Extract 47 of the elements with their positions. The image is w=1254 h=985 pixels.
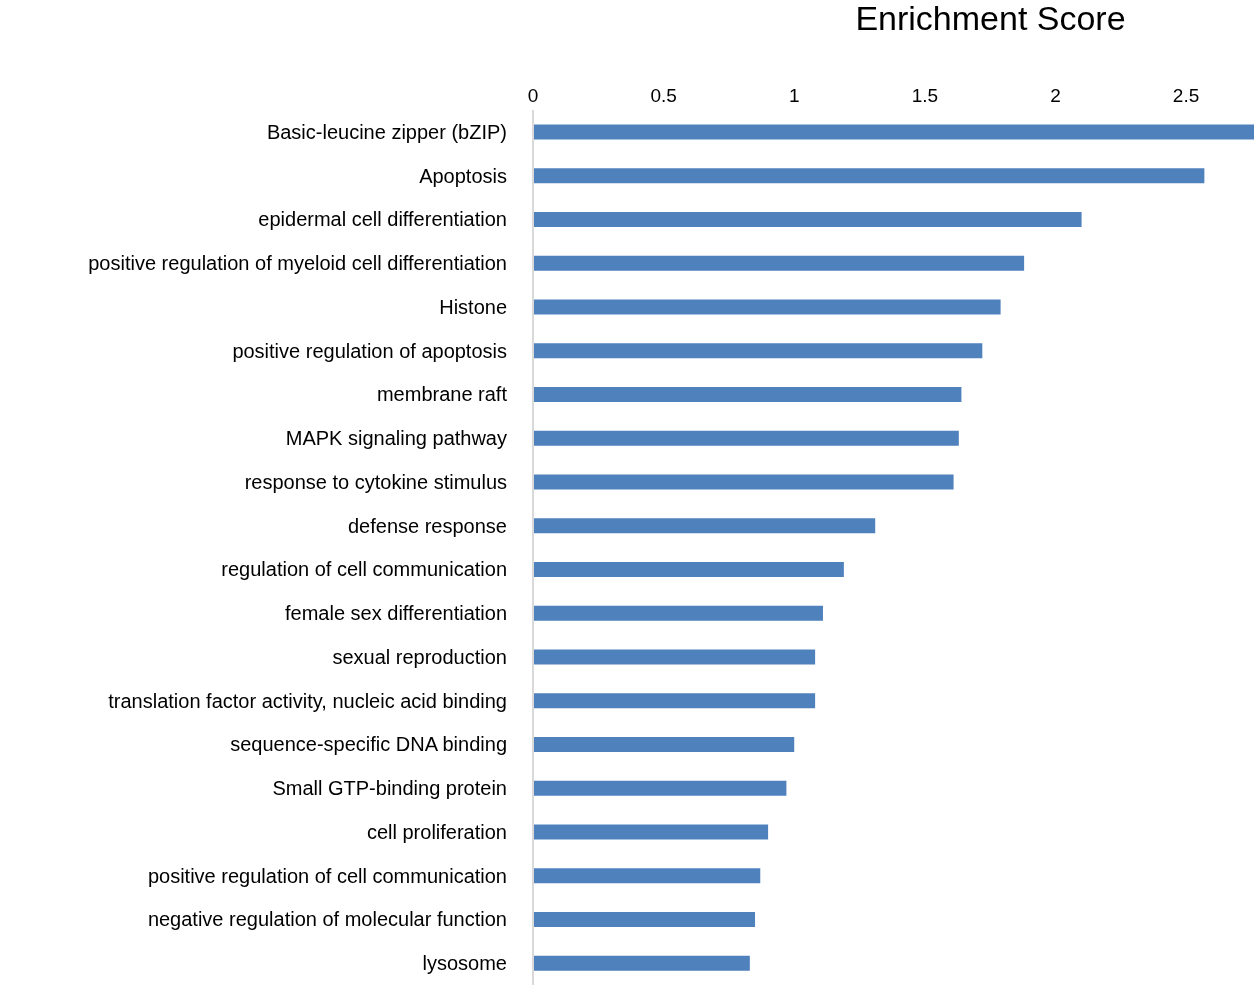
y-tick-label: positive regulation of cell communication — [147, 864, 507, 887]
bar — [533, 955, 750, 971]
y-tick-label: membrane raft — [376, 383, 508, 406]
x-tick-label: 2.5 — [1172, 85, 1200, 106]
y-tick-label: cell proliferation — [366, 820, 507, 843]
bar — [533, 124, 1254, 140]
bar — [533, 868, 761, 884]
bar — [533, 780, 787, 796]
bar — [533, 649, 816, 665]
bar — [533, 561, 844, 577]
y-tick-label: Apoptosis — [419, 164, 507, 187]
x-tick-label: 0.5 — [650, 85, 677, 106]
bar — [533, 518, 876, 534]
y-tick-label: epidermal cell differentiation — [258, 208, 507, 231]
x-tick-label: 2 — [1050, 85, 1061, 106]
y-tick-label: lysosome — [422, 952, 507, 975]
bar — [533, 474, 954, 490]
y-tick-label: Histone — [439, 295, 507, 318]
y-tick-label: sequence-specific DNA binding — [230, 733, 507, 756]
bar — [533, 386, 962, 402]
x-axis-title: Enrichment Score — [855, 0, 1126, 38]
y-tick-label: response to cytokine stimulus — [244, 470, 507, 493]
x-tick-label: 0 — [527, 85, 539, 106]
bar — [533, 211, 1082, 227]
y-tick-label: regulation of cell communication — [221, 558, 507, 581]
x-tick-label: 1.5 — [911, 85, 939, 106]
bar — [533, 605, 823, 621]
bar — [533, 824, 769, 840]
y-tick-label: positive regulation of myeloid cell differentiation — [88, 252, 507, 275]
y-tick-label: Basic-leucine zipper (bZIP) — [266, 120, 507, 143]
bar — [533, 430, 959, 446]
bar — [533, 736, 795, 752]
y-tick-label: translation factor activity, nucleic acid binding — [108, 689, 507, 712]
y-tick-label: positive regulation of apoptosis — [232, 339, 507, 362]
bar — [533, 255, 1025, 271]
bar — [533, 693, 816, 709]
y-tick-label: female sex differentiation — [285, 602, 507, 625]
bar — [533, 911, 756, 927]
y-tick-label: sexual reproduction — [332, 645, 507, 668]
x-tick-label: 1 — [788, 85, 800, 106]
bar — [533, 168, 1205, 184]
y-tick-label: negative regulation of molecular function — [147, 908, 507, 931]
bar — [533, 343, 983, 359]
y-tick-label: defense response — [347, 514, 507, 537]
y-tick-label: Small GTP-binding protein — [272, 777, 507, 800]
y-tick-label: MAPK signaling pathway — [285, 427, 507, 450]
bar — [533, 299, 1001, 315]
